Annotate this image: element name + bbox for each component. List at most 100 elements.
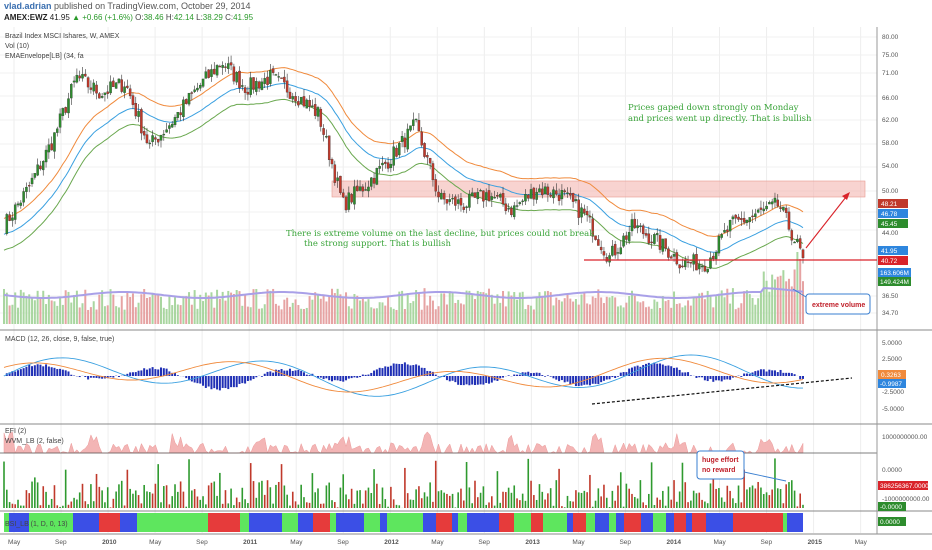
volume-bar — [95, 309, 98, 324]
candle-body — [431, 163, 435, 181]
macd-histogram-bar — [611, 376, 614, 378]
wvm-bar — [297, 504, 300, 508]
volume-bar — [260, 308, 263, 324]
candle-body — [619, 247, 623, 255]
volume-bar — [712, 307, 715, 324]
volume-bar — [84, 289, 87, 324]
time-axis[interactable]: May Sep 2010 May Sep 2011 May Sep 2012 May Sep 2013… — [8, 539, 868, 546]
macd-histogram-bar — [56, 369, 59, 376]
macd-histogram-bar — [319, 376, 322, 378]
bsi-segment — [567, 513, 573, 532]
author-link[interactable]: vlad.adrian — [4, 1, 52, 11]
macd-histogram-bar — [398, 363, 401, 376]
bsi-segment — [9, 513, 13, 532]
volume-bar — [67, 291, 70, 324]
volume-bar — [288, 306, 291, 324]
volume-bar — [221, 291, 224, 324]
wvm-bar — [210, 482, 213, 508]
macd-histogram-bar — [392, 363, 395, 376]
candle-body — [644, 233, 648, 236]
price-axis-label: 58.00 — [882, 140, 899, 147]
wvm-bar — [415, 489, 417, 508]
wvm-bar — [673, 480, 675, 508]
wvm-bar — [650, 462, 653, 508]
wvm-bar — [788, 482, 790, 508]
wvm-bar — [670, 499, 673, 508]
volume-bar — [530, 305, 533, 324]
macd-histogram-bar — [288, 368, 291, 376]
candle-body — [667, 248, 670, 258]
candle-body — [201, 78, 205, 87]
candle-body — [529, 189, 533, 199]
macd-histogram-bar — [241, 376, 244, 384]
volume-bar — [316, 293, 319, 324]
macd-histogram-bar — [59, 368, 62, 376]
extreme-volume-callout[interactable] — [805, 293, 871, 315]
candle-body — [669, 256, 673, 259]
candle-body — [448, 199, 452, 202]
symbol-label: AMEX:EWZ — [4, 13, 48, 22]
macd-histogram-bar — [89, 376, 92, 378]
macd-histogram-bar — [541, 375, 544, 376]
wvm-bar — [454, 507, 457, 508]
ema-line — [3, 82, 804, 253]
wvm-bar — [317, 488, 319, 508]
bullish-arrow[interactable] — [805, 196, 847, 249]
wvm-bar — [126, 469, 129, 508]
wvm-bar — [468, 487, 471, 508]
candle-body — [675, 252, 679, 265]
macd-histogram-bar — [389, 365, 392, 376]
macd-pane[interactable] — [0, 331, 877, 423]
macd-histogram-bar — [403, 362, 406, 376]
wvm-bar — [112, 498, 115, 508]
candle-body — [64, 107, 67, 113]
volume-bar — [179, 305, 182, 324]
macd-histogram-bar — [482, 376, 485, 385]
bsi-segment — [57, 513, 73, 532]
macd-histogram-bar — [171, 372, 174, 376]
wvm-bar — [505, 492, 507, 508]
macd-histogram-bar — [605, 376, 608, 380]
volume-bar — [802, 281, 804, 324]
macd-histogram-bar — [588, 376, 591, 386]
wvm-bar — [216, 495, 218, 508]
wvm-bar — [709, 483, 712, 508]
macd-trendline[interactable] — [591, 377, 853, 405]
candle-body — [322, 128, 325, 135]
wvm-bar — [219, 472, 221, 508]
candle-body — [473, 192, 477, 198]
efi-tag-text: -0.0000 — [880, 504, 902, 511]
candle-body — [616, 252, 620, 254]
volume-bar — [241, 305, 244, 324]
wvm-bar — [678, 491, 681, 508]
volume-bar — [131, 293, 134, 324]
macd-histogram-bar — [387, 366, 390, 376]
volume-bar — [555, 297, 558, 324]
huge-effort-callout[interactable] — [696, 450, 745, 480]
wvm-bar — [645, 505, 647, 508]
wvm-bar — [617, 485, 619, 508]
macd-histogram-bar — [650, 364, 653, 376]
macd-histogram-bar — [572, 376, 575, 385]
volume-bar — [81, 303, 84, 324]
candle-body — [695, 253, 698, 271]
volume-bar — [793, 269, 796, 324]
bsi-segment — [156, 513, 160, 532]
high-label: H: — [165, 13, 174, 22]
bsi-segment — [483, 513, 499, 532]
price-axis-label: 80.00 — [882, 34, 899, 41]
macd-histogram-bar — [174, 373, 177, 376]
candle-body — [756, 209, 760, 213]
macd-histogram-bar — [45, 364, 48, 376]
volume-bar — [504, 306, 507, 324]
price-pane[interactable] — [0, 27, 877, 329]
volume-bar — [586, 303, 589, 324]
candle-body — [123, 86, 126, 93]
bsi-segment — [282, 513, 298, 532]
wvm-bar — [704, 501, 706, 508]
candle-body — [384, 161, 387, 164]
candle-body — [106, 91, 109, 94]
volume-bar — [56, 305, 59, 324]
macd-histogram-bar — [790, 373, 793, 376]
